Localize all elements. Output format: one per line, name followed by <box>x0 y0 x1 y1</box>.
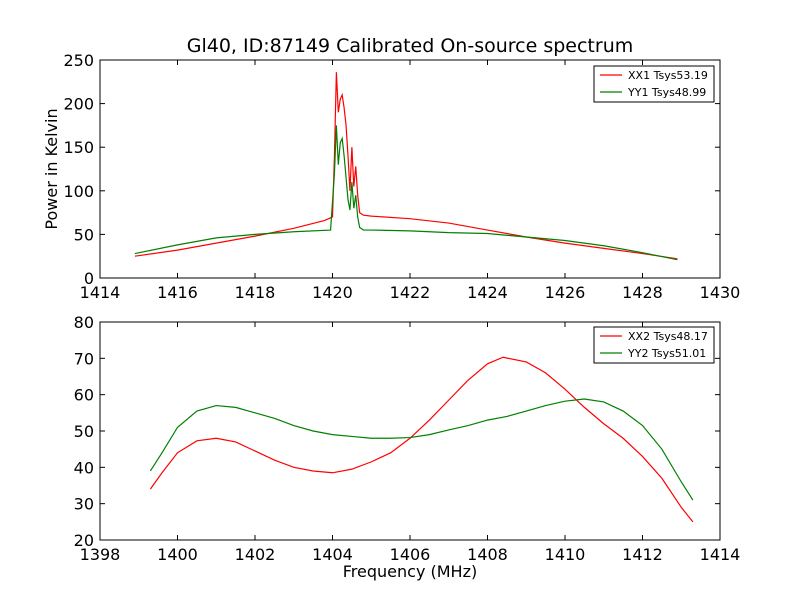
y-tick-label: 20 <box>74 531 94 550</box>
x-tick-label: 1418 <box>235 283 276 302</box>
y-tick-label: 80 <box>74 313 94 332</box>
series-line-1 <box>149 356 694 523</box>
y-tick-label: 70 <box>74 349 94 368</box>
x-tick-label: 1410 <box>545 545 586 564</box>
legend-label: XX1 Tsys53.19 <box>628 69 708 82</box>
x-axis-title: Frequency (MHz) <box>343 562 477 581</box>
x-tick-label: 1422 <box>390 283 431 302</box>
top-panel: 1414 1416 1418 1420 1422 1424 1426 1428 1430 0 50 1… <box>42 51 740 302</box>
x-tick-label: 1414 <box>700 545 741 564</box>
series-line-2 <box>134 125 678 261</box>
x-tick-label: 1420 <box>312 283 353 302</box>
legend-label: XX2 Tsys48.17 <box>628 330 708 343</box>
y-tick-label: 50 <box>74 422 94 441</box>
x-tick-label: 1398 <box>80 545 121 564</box>
x-tick-label: 1406 <box>390 545 431 564</box>
legend: XX1 Tsys53.19 YY1 Tsys48.99 <box>593 65 715 103</box>
x-tick-label: 1402 <box>235 545 276 564</box>
x-tick-label: 1404 <box>312 545 353 564</box>
legend-box <box>593 326 715 364</box>
y-tick-label: 100 <box>63 182 94 201</box>
x-tick-label: 1424 <box>467 283 508 302</box>
y-tick-label: 0 <box>84 269 94 288</box>
y-tick-label: 40 <box>74 458 94 477</box>
y-tick-label: 50 <box>74 225 94 244</box>
legend-box <box>593 65 715 103</box>
x-tick-label: 1414 <box>80 283 121 302</box>
x-tick-label: 1412 <box>622 545 663 564</box>
x-tick-label: 1428 <box>622 283 663 302</box>
y-tick-label: 200 <box>63 95 94 114</box>
series-line-2 <box>149 398 694 501</box>
series-line-1 <box>134 72 678 260</box>
y-tick-label: 250 <box>63 51 94 70</box>
legend-label: YY2 Tsys51.01 <box>627 347 706 360</box>
bottom-panel: 1398 1400 1402 1404 1406 1408 1410 1412 1414 20 30… <box>74 313 741 581</box>
legend-label: YY1 Tsys48.99 <box>627 86 706 99</box>
x-tick-label: 1400 <box>157 545 198 564</box>
y-axis-title: Power in Kelvin <box>42 108 61 229</box>
y-tick-label: 60 <box>74 386 94 405</box>
x-tick-label: 1408 <box>467 545 508 564</box>
chart-title: Gl40, ID:87149 Calibrated On-source spec… <box>187 35 634 57</box>
x-tick-label: 1426 <box>545 283 586 302</box>
x-tick-label: 1416 <box>157 283 198 302</box>
y-tick-label: 150 <box>63 138 94 157</box>
x-tick-label: 1430 <box>700 283 741 302</box>
y-tick-label: 30 <box>74 495 94 514</box>
legend: XX2 Tsys48.17 YY2 Tsys51.01 <box>593 326 715 364</box>
